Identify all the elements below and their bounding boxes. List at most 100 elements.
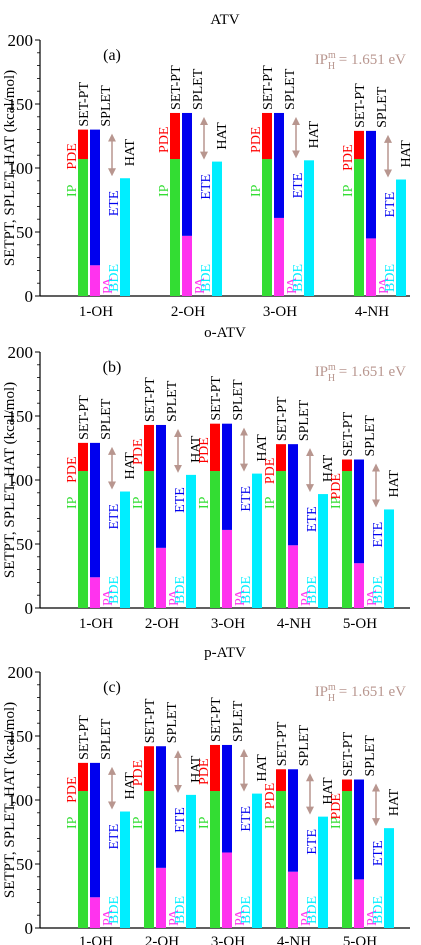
bar-pa: [156, 867, 166, 928]
label-pde: PDE: [65, 456, 80, 482]
bar-bde: [120, 178, 130, 296]
bar-ip: [210, 471, 220, 608]
label-ip: IP: [341, 184, 356, 197]
label-pa: PA: [299, 908, 314, 926]
ip-annotation-part-1: m: [328, 362, 336, 373]
bar-bde: [384, 509, 394, 608]
label-ete: ETE: [107, 504, 122, 530]
label-bde: BDE: [173, 576, 188, 604]
bar-pa: [90, 577, 100, 608]
bar-bde: [384, 828, 394, 928]
bar-pde: [342, 779, 352, 792]
label-ete: ETE: [239, 806, 254, 832]
label-ip: IP: [197, 496, 212, 509]
bar-pa: [354, 879, 364, 928]
y-axis-label: SETPT, SPLET, HAT (kcal/mol): [2, 382, 18, 578]
label-setpt: SET-PT: [209, 376, 224, 421]
label-ip: IP: [263, 816, 278, 829]
label-ete: ETE: [107, 191, 122, 217]
label-setpt: SET-PT: [77, 82, 92, 127]
label-ete: ETE: [305, 829, 320, 855]
label-ip: IP: [157, 184, 172, 197]
bar-ip: [276, 471, 286, 608]
y-tick-label: 100: [8, 471, 34, 490]
bar-ete: [90, 762, 100, 898]
ip-annotation-part-0: IP: [315, 684, 328, 700]
bar-pa: [288, 545, 298, 608]
label-ete: ETE: [107, 824, 122, 850]
ip-annotation-part-2: H: [328, 61, 335, 72]
chart-panel-c: p-ATV 0 50 100 150 200 SETPT, SPLET, HAT (kcal…: [2, 645, 410, 945]
label-pa: PA: [101, 588, 116, 606]
bar-ip: [78, 471, 88, 608]
label-setpt: SET-PT: [209, 697, 224, 742]
label-setpt: SET-PT: [77, 395, 92, 440]
bar-ip: [144, 471, 154, 608]
x-tick-label: 1-OH: [79, 616, 113, 632]
y-tick-label: 50: [16, 223, 33, 242]
label-ip: IP: [65, 496, 80, 509]
bar-pa: [222, 529, 232, 608]
y-tick-label: 150: [8, 95, 34, 114]
label-hat: HAT: [387, 788, 402, 816]
x-tick-label: 5-OH: [343, 934, 377, 945]
label-hat: HAT: [387, 470, 402, 498]
bar-ip: [144, 791, 154, 928]
bar-pa: [366, 238, 376, 296]
bar-pa: [354, 563, 364, 608]
ip-annotation-part-0: IP: [315, 364, 328, 380]
x-tick-label: 3-OH: [263, 304, 297, 320]
label-pa: PA: [193, 276, 208, 294]
bar-pa: [274, 217, 284, 296]
bar-pde: [342, 459, 352, 472]
label-ip: IP: [329, 816, 344, 829]
bar-ete: [366, 130, 376, 239]
bar-pa: [156, 547, 166, 608]
bar-ete: [90, 129, 100, 266]
label-pde: PDE: [131, 760, 146, 786]
y-tick-label: 100: [8, 791, 34, 810]
bar-bde: [186, 794, 196, 928]
bar-pde: [276, 444, 286, 472]
ip-annotation-part-1: m: [328, 50, 336, 61]
label-ete: ETE: [383, 192, 398, 218]
chart-panel-b: o-ATV 0 50 100 150 200 SETPT, SPLET, HAT (kcal…: [2, 325, 410, 632]
bar-ip: [342, 791, 352, 928]
x-tick-label: 4-NH: [277, 934, 311, 945]
bar-pde: [78, 442, 88, 472]
label-bde: BDE: [291, 264, 306, 292]
label-splet: SPLET: [363, 415, 378, 457]
label-ip: IP: [249, 184, 264, 197]
label-pa: PA: [285, 276, 300, 294]
y-tick-label: 0: [25, 919, 34, 938]
label-setpt: SET-PT: [341, 731, 356, 776]
label-ete: ETE: [199, 174, 214, 200]
bar-pa: [182, 235, 192, 296]
bar-ete: [222, 744, 232, 853]
label-pa: PA: [233, 908, 248, 926]
label-ete: ETE: [239, 486, 254, 512]
bar-ip: [78, 159, 88, 296]
label-pa: PA: [101, 276, 116, 294]
label-hat: HAT: [215, 122, 230, 150]
label-hat: HAT: [123, 139, 138, 167]
y-tick-label: 200: [8, 663, 34, 682]
label-splet: SPLET: [297, 725, 312, 767]
x-tick-label: 1-OH: [79, 304, 113, 320]
label-setpt: SET-PT: [275, 396, 290, 441]
ip-annotation-part-3: = 1.651 eV: [335, 684, 406, 700]
label-hat: HAT: [189, 435, 204, 463]
ip-annotation-part-2: H: [328, 373, 335, 384]
bar-ip: [276, 791, 286, 928]
chart-panel-a: ATV 0 50 100 150 200 SETPT, SPLET, HAT (kcal/m…: [2, 12, 414, 320]
panel-title: p-ATV: [204, 645, 246, 661]
